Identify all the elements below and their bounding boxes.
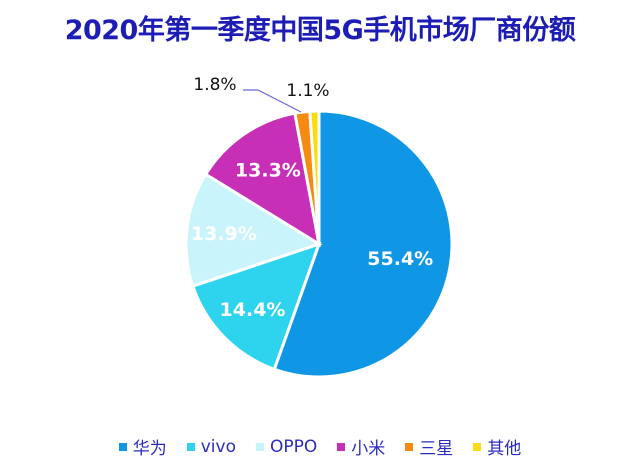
legend-item: 华为 [118,434,167,459]
legend-label: OPPO [269,436,318,457]
pie-slice-华为 [272,109,454,379]
legend-item: 三星 [405,434,453,459]
slice-label: 13.9% [191,223,257,245]
pie-slice-其他 [308,109,321,245]
leader-line [243,89,302,113]
legend-swatch-icon [473,442,482,451]
pie-slices [184,109,454,379]
slice-label: 1.1% [286,81,329,101]
pie-slice-vivo [190,241,322,372]
legend-swatch-icon [255,442,264,451]
pie-labels: 55.4% 14.4% 13.9% 13.3% 1.8% 1.1% [191,75,433,321]
legend-item: OPPO [255,434,318,459]
legend-item: 小米 [337,434,385,459]
legend-label: 三星 [419,439,454,459]
legend-label: vivo [200,436,236,457]
legend-swatch-icon [337,442,346,451]
chart-title: 2020年第一季度中国5G手机市场厂商份额 [64,15,576,46]
slice-label: 13.3% [235,159,301,181]
pie-slice-小米 [203,111,322,248]
legend-label: 其他 [487,439,522,459]
legend-swatch-icon [405,442,414,451]
slice-label: 55.4% [367,248,433,270]
legend: 华为 vivo OPPO 小米 三星 其他 [0,434,640,459]
legend-swatch-icon [186,442,195,451]
legend-swatch-icon [118,442,127,451]
legend-label: 华为 [132,439,167,459]
slice-label: 14.4% [220,299,286,321]
pie-slice-OPPO [184,172,323,289]
legend-item: vivo [186,434,236,459]
legend-label: 小米 [351,439,386,459]
slice-label: 1.8% [193,75,236,95]
legend-item: 其他 [473,434,521,459]
